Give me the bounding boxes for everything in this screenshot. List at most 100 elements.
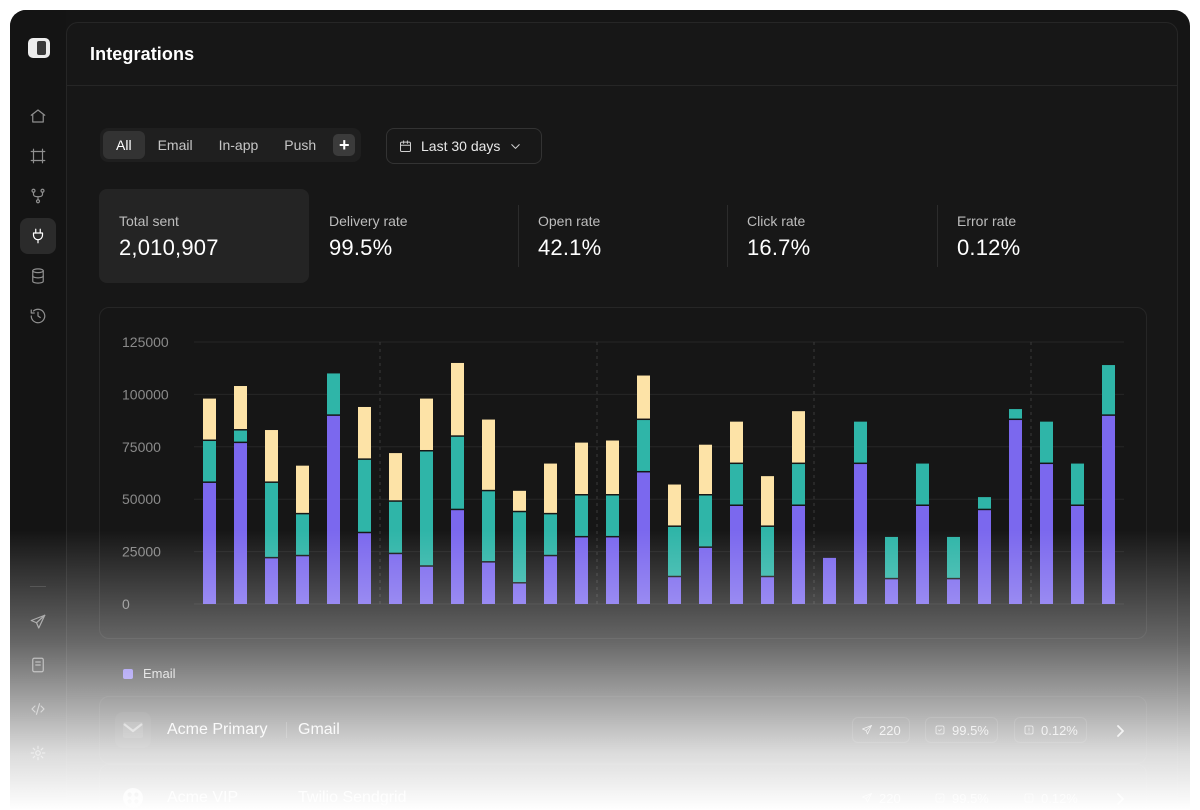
bar-segment[interactable] <box>792 505 805 604</box>
bar-segment[interactable] <box>978 509 991 604</box>
bar-segment[interactable] <box>1102 415 1115 604</box>
bar-segment[interactable] <box>1009 419 1022 604</box>
integration-row[interactable]: Acme Primary Gmail 220 99.5% 0.12% <box>99 696 1147 764</box>
bar-segment[interactable] <box>1102 365 1115 416</box>
book-icon[interactable] <box>20 647 56 683</box>
bar-segment[interactable] <box>296 465 309 514</box>
bar-segment[interactable] <box>792 411 805 464</box>
bar-segment[interactable] <box>637 471 650 604</box>
bar-segment[interactable] <box>234 430 247 443</box>
bar-segment[interactable] <box>234 442 247 604</box>
bar-segment[interactable] <box>265 482 278 558</box>
bar-segment[interactable] <box>668 484 681 527</box>
bar-segment[interactable] <box>730 505 743 604</box>
bar-segment[interactable] <box>761 476 774 527</box>
bar-segment[interactable] <box>420 566 433 604</box>
bar-segment[interactable] <box>1009 409 1022 420</box>
app-logo[interactable] <box>28 38 50 58</box>
home-icon[interactable] <box>20 98 56 134</box>
stat-click-rate[interactable]: Click rate 16.7% <box>727 189 937 283</box>
bar-segment[interactable] <box>606 440 619 496</box>
bar-segment[interactable] <box>358 459 371 533</box>
bar-segment[interactable] <box>265 430 278 483</box>
send-icon[interactable] <box>20 604 56 640</box>
tab-push[interactable]: Push <box>284 137 317 153</box>
tab-email[interactable]: Email <box>157 137 193 153</box>
bar-segment[interactable] <box>575 442 588 496</box>
bar-segment[interactable] <box>1071 505 1084 604</box>
frame-icon[interactable] <box>20 138 56 174</box>
bar-segment[interactable] <box>1040 421 1053 464</box>
bar-segment[interactable] <box>730 463 743 506</box>
bar-segment[interactable] <box>451 509 464 604</box>
bar-segment[interactable] <box>265 557 278 604</box>
stat-delivery-rate[interactable]: Delivery rate 99.5% <box>309 189 518 283</box>
bar-segment[interactable] <box>885 536 898 579</box>
bar-segment[interactable] <box>947 578 960 604</box>
bar-segment[interactable] <box>792 463 805 506</box>
bar-segment[interactable] <box>358 406 371 460</box>
bar-segment[interactable] <box>668 576 681 604</box>
bar-segment[interactable] <box>668 526 681 577</box>
bar-segment[interactable] <box>389 453 402 502</box>
bar-segment[interactable] <box>482 562 495 604</box>
bar-segment[interactable] <box>420 450 433 567</box>
bar-segment[interactable] <box>730 421 743 464</box>
stat-open-rate[interactable]: Open rate 42.1% <box>518 189 727 283</box>
add-channel-button[interactable]: + <box>333 134 356 156</box>
bar-segment[interactable] <box>451 436 464 510</box>
bar-segment[interactable] <box>1040 463 1053 604</box>
tab-all[interactable]: All <box>103 131 145 159</box>
bar-segment[interactable] <box>761 526 774 577</box>
bar-segment[interactable] <box>637 375 650 420</box>
date-range-select[interactable]: Last 30 days <box>386 128 542 164</box>
bar-segment[interactable] <box>823 557 836 604</box>
bar-segment[interactable] <box>916 463 929 506</box>
bar-segment[interactable] <box>699 495 712 548</box>
bar-segment[interactable] <box>699 444 712 496</box>
bar-segment[interactable] <box>203 440 216 483</box>
git-branch-icon[interactable] <box>20 178 56 214</box>
bar-segment[interactable] <box>699 547 712 604</box>
bar-segment[interactable] <box>575 495 588 537</box>
bar-segment[interactable] <box>978 497 991 510</box>
integration-row[interactable]: Acme VIP Twilio Sendgrid 220 99.5% 0.12% <box>99 764 1147 810</box>
bar-segment[interactable] <box>575 536 588 604</box>
plug-icon[interactable] <box>20 218 56 254</box>
bar-segment[interactable] <box>203 398 216 441</box>
bar-segment[interactable] <box>916 505 929 604</box>
tab-in-app[interactable]: In-app <box>218 137 259 153</box>
bar-segment[interactable] <box>358 532 371 604</box>
chevron-right-icon[interactable] <box>1114 724 1126 737</box>
bar-segment[interactable] <box>1071 463 1084 506</box>
bar-segment[interactable] <box>761 576 774 604</box>
bar-segment[interactable] <box>947 536 960 579</box>
bar-segment[interactable] <box>482 419 495 491</box>
bar-segment[interactable] <box>513 490 526 512</box>
bar-segment[interactable] <box>296 513 309 556</box>
stat-total-sent[interactable]: Total sent 2,010,907 <box>99 189 309 283</box>
bar-segment[interactable] <box>513 511 526 584</box>
bar-segment[interactable] <box>885 578 898 604</box>
bar-segment[interactable] <box>389 501 402 554</box>
bar-segment[interactable] <box>637 419 650 472</box>
bar-segment[interactable] <box>327 415 340 604</box>
bar-segment[interactable] <box>513 583 526 604</box>
history-icon[interactable] <box>20 298 56 334</box>
bar-segment[interactable] <box>544 513 557 556</box>
bar-segment[interactable] <box>544 555 557 604</box>
bar-segment[interactable] <box>451 362 464 437</box>
database-icon[interactable] <box>20 258 56 294</box>
bar-segment[interactable] <box>544 463 557 514</box>
bar-segment[interactable] <box>854 421 867 464</box>
bar-segment[interactable] <box>420 398 433 451</box>
bar-segment[interactable] <box>606 536 619 604</box>
code-icon[interactable] <box>20 691 56 727</box>
bar-segment[interactable] <box>854 463 867 604</box>
bar-segment[interactable] <box>203 482 216 604</box>
bar-segment[interactable] <box>296 555 309 604</box>
stat-error-rate[interactable]: Error rate 0.12% <box>937 189 1147 283</box>
gear-icon[interactable] <box>20 735 56 771</box>
bar-segment[interactable] <box>389 553 402 604</box>
bar-segment[interactable] <box>327 373 340 416</box>
